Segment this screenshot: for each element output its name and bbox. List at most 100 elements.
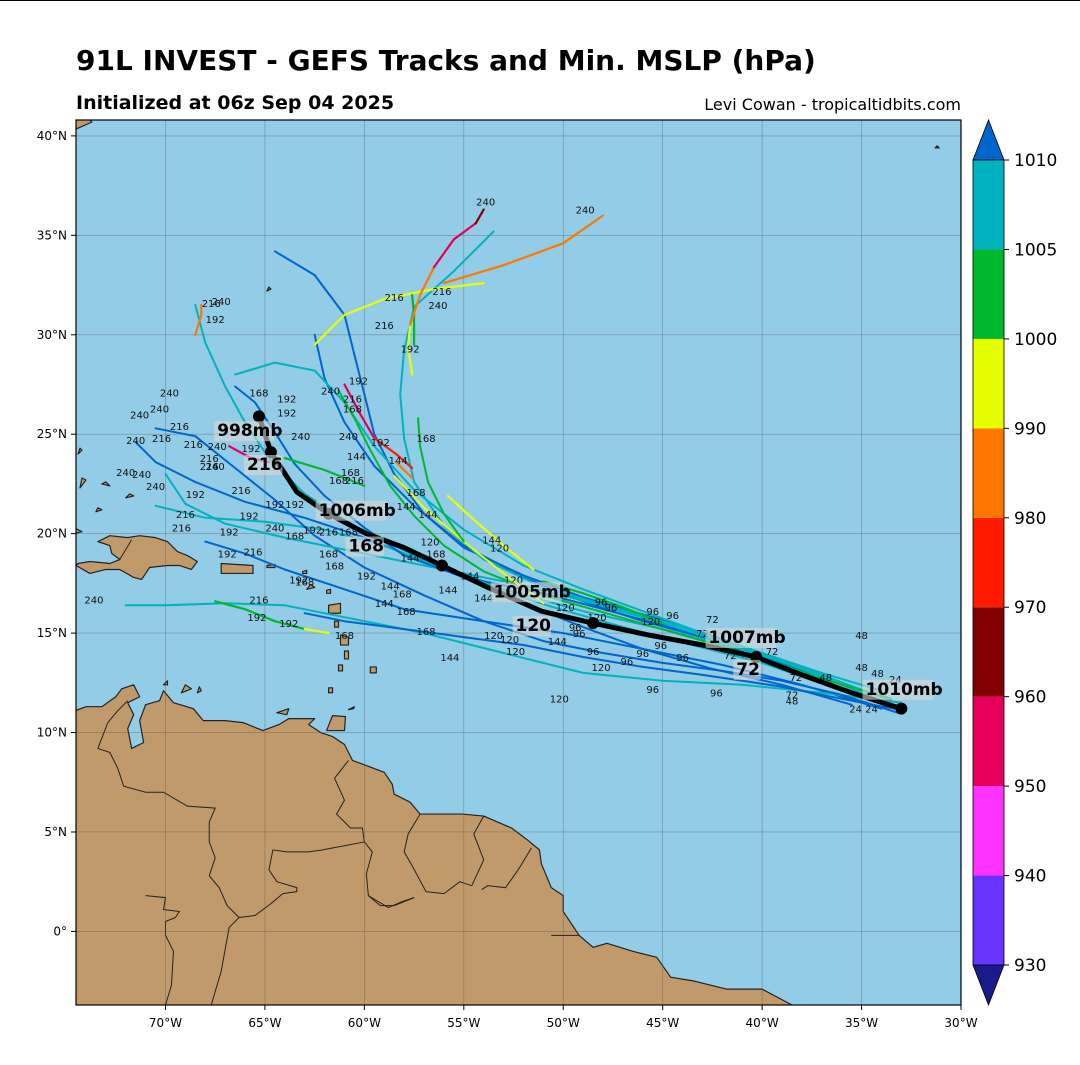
forecast-hour-label: 72 (766, 647, 779, 658)
forecast-hour-label: 192 (186, 490, 205, 501)
colorbar-band (973, 249, 1004, 339)
forecast-hour-label: 96 (621, 657, 634, 668)
colorbar-band (973, 160, 1004, 250)
forecast-hour-label: 168 (416, 434, 435, 445)
init-time: Initialized at 06z Sep 04 2025 (76, 92, 395, 114)
lon-tick-label: 35°W (845, 1016, 878, 1030)
forecast-hour-label: 216 (385, 293, 404, 304)
forecast-hour-label: 168 (329, 476, 348, 487)
colorbar-band (973, 607, 1004, 697)
intensity-segment (432, 222, 477, 269)
member-track (234, 361, 883, 692)
forecast-hour-label: 240 (339, 432, 358, 443)
forecast-hour-label: 168 (397, 607, 416, 618)
forecast-hour-label: 192 (239, 512, 258, 523)
lon-tick-label: 30°W (944, 1016, 977, 1030)
mean-track-label: 1007mb (708, 628, 785, 648)
pressure-colorbar: 930 940 950 960 970 980 990 1000 1005 1010 (972, 118, 1057, 1007)
forecast-hour-label: 192 (220, 528, 239, 539)
member-track (194, 304, 903, 708)
lat-tick-label: 40°N (37, 129, 67, 143)
mean-track-point (895, 702, 908, 715)
forecast-hour-label: 168 (285, 532, 304, 543)
forecast-hour-label: 48 (871, 669, 884, 680)
intensity-segment (194, 303, 203, 336)
forecast-hour-label: 120 (506, 647, 525, 658)
forecast-hour-label: 192 (303, 526, 322, 537)
forecast-hour-label: 72 (724, 651, 737, 662)
forecast-hour-label: 216 (184, 440, 203, 451)
forecast-hour-label: 240 (212, 297, 231, 308)
forecast-hour-label: 96 (636, 649, 649, 660)
colorbar-label: 930 (1014, 956, 1046, 976)
forecast-hour-label: 144 (381, 581, 400, 592)
forecast-hour-label: 144 (482, 536, 501, 547)
chart-title: 91L INVEST - GEFS Tracks and Min. MSLP (… (76, 44, 816, 77)
forecast-hour-label: 216 (375, 321, 394, 332)
member-track (303, 612, 907, 712)
forecast-hour-label: 240 (321, 386, 340, 397)
colorbar-frame (972, 159, 1005, 966)
forecast-hour-label: 24 (865, 705, 878, 716)
forecast-hour-label: 96 (654, 641, 667, 652)
forecast-hour-label: 144 (389, 456, 408, 467)
mean-track-label: 120 (516, 616, 552, 636)
forecast-hour-label: 144 (438, 585, 457, 596)
forecast-hour-label: 48 (819, 673, 832, 684)
forecast-hour-label: 96 (569, 623, 582, 634)
forecast-hour-label: 192 (206, 315, 225, 326)
forecast-hour-label: 192 (247, 613, 266, 624)
colorbar-band (973, 338, 1004, 429)
forecast-hour-label: 120 (420, 538, 439, 549)
intensity-segment (446, 494, 535, 571)
forecast-hour-label: 144 (397, 502, 416, 513)
forecast-hour-label: 72 (790, 673, 803, 684)
lat-tick-label: 35°N (37, 228, 67, 242)
forecast-hour-label: 216 (176, 510, 195, 521)
forecast-hour-label: 192 (289, 575, 308, 586)
forecast-hour-label: 168 (335, 631, 354, 642)
forecast-hour-label: 144 (474, 593, 493, 604)
lat-lon-grid (76, 120, 961, 1005)
mean-track-point (587, 617, 600, 630)
intensity-colored-segments (194, 208, 664, 635)
forecast-hour-label: 144 (418, 510, 437, 521)
mean-track-label: 1005mb (494, 582, 571, 602)
mean-track-label: 216 (247, 455, 282, 475)
forecast-hour-label: 192 (277, 394, 296, 405)
forecast-hour-label: 216 (202, 299, 221, 310)
forecast-hour-label: 240 (208, 442, 227, 453)
colorbar-label: 980 (1014, 509, 1046, 529)
forecast-hour-label: 240 (130, 410, 149, 421)
intensity-segment (474, 208, 485, 225)
top-border (0, 0, 1080, 1)
mean-track-label: 998mb (217, 421, 282, 441)
forecast-hour-label: 168 (393, 589, 412, 600)
forecast-hour-label: 72 (706, 615, 719, 626)
forecast-hour-label: 168 (325, 561, 344, 572)
colorbar-low-extend (972, 964, 1005, 1007)
lon-tick-label: 70°W (149, 1016, 182, 1030)
tobago-island (347, 706, 356, 711)
forecast-hour-label: 216 (243, 548, 262, 559)
forecast-hour-label: 144 (548, 637, 567, 648)
colorbar-band (973, 696, 1004, 787)
forecast-hour-label: 96 (646, 685, 659, 696)
cuba-tip (76, 528, 83, 534)
puerto-rico-island (220, 562, 254, 575)
colorbar-band (973, 428, 1004, 518)
forecast-hour-label: 144 (375, 599, 394, 610)
mean-label-box (345, 536, 384, 557)
forecast-hour-label: 192 (241, 444, 260, 455)
forecast-hour-label: 120 (550, 695, 569, 706)
forecast-hour-label: 96 (676, 653, 689, 664)
forecast-hour-label: 144 (440, 653, 459, 664)
mean-track-point (252, 410, 265, 423)
forecast-hour-label: 168 (426, 550, 445, 561)
forecast-hour-label: 168 (249, 388, 268, 399)
forecast-hour-label: 240 (84, 595, 103, 606)
forecast-hour-label: 240 (428, 301, 447, 312)
forecast-hour-label: 216 (432, 287, 451, 298)
forecast-hour-label: 96 (573, 629, 586, 640)
